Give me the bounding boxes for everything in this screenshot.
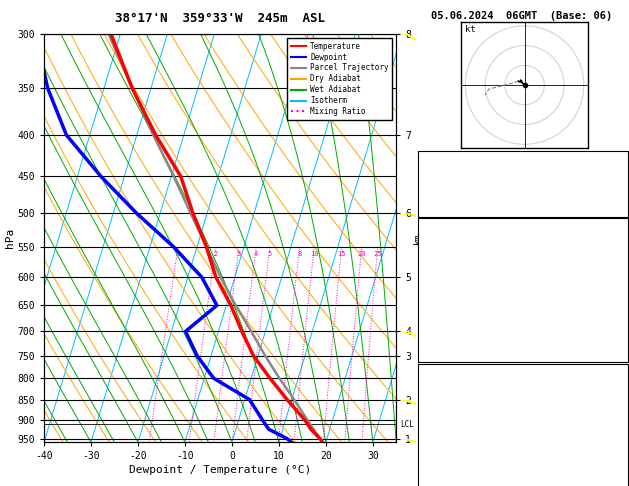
Text: 1: 1 <box>176 251 180 257</box>
Text: 19.3: 19.3 <box>546 242 571 252</box>
Text: kt: kt <box>465 25 476 34</box>
Text: CIN (J): CIN (J) <box>421 339 464 349</box>
Text: 4: 4 <box>254 251 259 257</box>
Text: 10: 10 <box>310 251 318 257</box>
Text: Pressure (mb): Pressure (mb) <box>421 387 499 397</box>
Y-axis label: km
ASL: km ASL <box>413 229 434 247</box>
Text: θᵉ(K): θᵉ(K) <box>421 280 452 291</box>
Text: 21: 21 <box>546 155 558 165</box>
Text: K: K <box>421 155 428 165</box>
Text: Temp (°C): Temp (°C) <box>421 242 476 252</box>
Text: PW (cm): PW (cm) <box>421 193 464 204</box>
Y-axis label: hPa: hPa <box>4 228 14 248</box>
Text: CIN (J): CIN (J) <box>421 465 464 475</box>
Text: 8: 8 <box>298 251 302 257</box>
Text: 25: 25 <box>374 251 382 257</box>
Text: Lifted Index: Lifted Index <box>421 426 493 436</box>
Text: LCL: LCL <box>400 420 414 429</box>
Text: 0: 0 <box>546 319 552 330</box>
X-axis label: Dewpoint / Temperature (°C): Dewpoint / Temperature (°C) <box>129 466 311 475</box>
Text: Most Unstable: Most Unstable <box>484 367 562 378</box>
Text: 750: 750 <box>546 387 564 397</box>
Text: ─: ─ <box>401 327 406 336</box>
Text: 2: 2 <box>546 426 552 436</box>
Text: Totals Totals: Totals Totals <box>421 174 499 184</box>
Text: ─: ─ <box>401 434 406 443</box>
Text: 05.06.2024  06GMT  (Base: 06): 05.06.2024 06GMT (Base: 06) <box>431 11 612 21</box>
Text: Lifted Index: Lifted Index <box>421 300 493 310</box>
Text: 20: 20 <box>357 251 366 257</box>
Text: 38°17'N  359°33'W  245m  ASL: 38°17'N 359°33'W 245m ASL <box>115 12 325 25</box>
Text: CAPE (J): CAPE (J) <box>421 319 469 330</box>
Text: 5: 5 <box>546 300 552 310</box>
Text: 320: 320 <box>546 280 564 291</box>
Text: 40: 40 <box>546 174 558 184</box>
Text: 15: 15 <box>337 251 346 257</box>
Text: 3: 3 <box>237 251 241 257</box>
Text: ─: ─ <box>401 395 406 404</box>
Text: 325: 325 <box>546 406 564 417</box>
Legend: Temperature, Dewpoint, Parcel Trajectory, Dry Adiabat, Wet Adiabat, Isotherm, Mi: Temperature, Dewpoint, Parcel Trajectory… <box>287 38 392 120</box>
Text: © weatheronline.co.uk: © weatheronline.co.uk <box>465 471 578 480</box>
Text: Dewp (°C): Dewp (°C) <box>421 261 476 271</box>
Text: 0: 0 <box>546 445 552 455</box>
Text: 2.02: 2.02 <box>546 193 571 204</box>
Text: 5: 5 <box>268 251 272 257</box>
Text: 2: 2 <box>214 251 218 257</box>
Text: ─: ─ <box>401 209 406 218</box>
Text: 0: 0 <box>546 465 552 475</box>
Text: CAPE (J): CAPE (J) <box>421 445 469 455</box>
Text: Surface: Surface <box>502 222 544 232</box>
Text: 12.7: 12.7 <box>546 261 571 271</box>
Text: θᵉ (K): θᵉ (K) <box>421 406 457 417</box>
Text: ─: ─ <box>401 30 406 38</box>
Text: 0: 0 <box>546 339 552 349</box>
